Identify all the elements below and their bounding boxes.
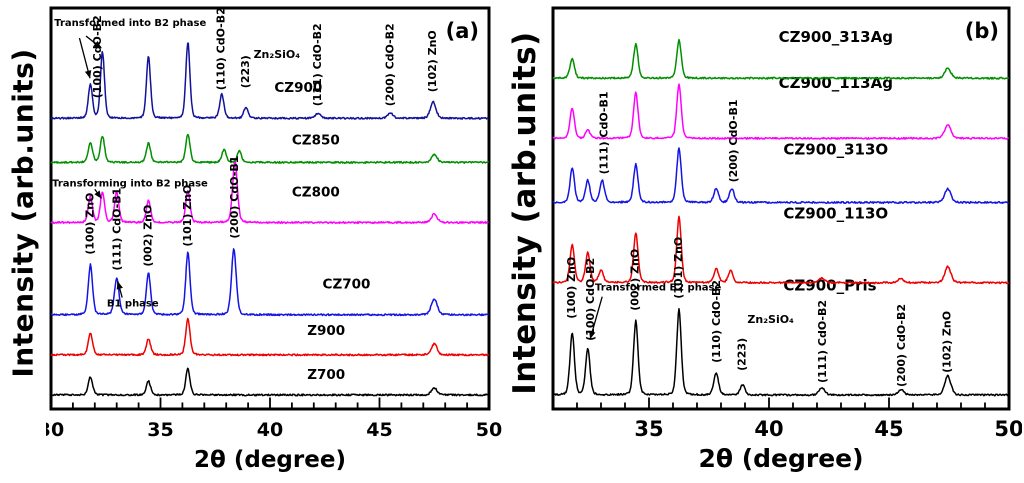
svg-text:CZ900: CZ900 <box>274 80 322 96</box>
svg-text:(002) ZnO: (002) ZnO <box>629 249 642 311</box>
svg-text:(102) ZnO: (102) ZnO <box>941 311 954 373</box>
svg-text:(111) CdO-B2: (111) CdO-B2 <box>311 23 324 106</box>
svg-text:(110) CdO-B2: (110) CdO-B2 <box>710 280 723 363</box>
svg-text:30: 30 <box>46 419 64 441</box>
svg-text:Z900: Z900 <box>307 323 345 339</box>
svg-text:(111) CdO-B1: (111) CdO-B1 <box>597 91 610 174</box>
svg-text:(200) CdO-B1: (200) CdO-B1 <box>727 99 740 182</box>
svg-text:35: 35 <box>634 417 663 441</box>
svg-text:(200) CdO-B1: (200) CdO-B1 <box>228 156 241 239</box>
svg-text:CZ800: CZ800 <box>292 184 340 200</box>
svg-text:(100) CdO-B2: (100) CdO-B2 <box>584 258 597 341</box>
y-axis-label-b: Intensity (arb.units) <box>507 30 543 395</box>
svg-text:2θ (degree): 2θ (degree) <box>194 447 346 473</box>
svg-text:Transformed into B2 phase: Transformed into B2 phase <box>54 18 206 29</box>
svg-text:(100) CdO-B2: (100) CdO-B2 <box>91 15 104 98</box>
svg-text:Zn₂SiO₄: Zn₂SiO₄ <box>747 313 794 326</box>
svg-text:(b): (b) <box>965 19 999 43</box>
svg-text:Transformed B2 phase: Transformed B2 phase <box>595 283 722 294</box>
svg-text:50: 50 <box>994 417 1022 441</box>
svg-text:50: 50 <box>476 419 502 441</box>
svg-text:(200) CdO-B2: (200) CdO-B2 <box>895 304 908 387</box>
svg-text:35: 35 <box>147 419 173 441</box>
svg-text:(100) ZnO: (100) ZnO <box>83 193 96 255</box>
svg-text:CZ900_113O: CZ900_113O <box>783 205 888 223</box>
y-axis-b: Intensity (arb.units) <box>502 0 548 483</box>
panel-a: Intensity (arb.units) 30 35 40 45 50 Z700 Z900… <box>0 0 502 483</box>
y-axis-label-a: Intensity (arb.units) <box>6 47 40 378</box>
svg-text:(111) CdO-B1: (111) CdO-B1 <box>111 188 124 271</box>
svg-text:(223): (223) <box>735 338 748 371</box>
svg-text:40: 40 <box>754 417 783 441</box>
svg-text:45: 45 <box>366 419 392 441</box>
svg-text:CZ700: CZ700 <box>323 277 371 293</box>
svg-text:CZ900_313Ag: CZ900_313Ag <box>779 28 893 46</box>
xrd-plot-a: 3035404550Z700Z900CZ700CZ800CZ850CZ900(1… <box>46 6 502 473</box>
svg-text:45: 45 <box>874 417 903 441</box>
xrd-plot-b: 35 40 45 50 CZ900_Pris CZ900_113O CZ900_313O CZ… <box>551 6 1022 473</box>
svg-text:(a): (a) <box>446 19 479 43</box>
svg-text:(111) CdO-B2: (111) CdO-B2 <box>816 300 829 383</box>
svg-text:(200) CdO-B2: (200) CdO-B2 <box>383 23 396 106</box>
svg-text:CZ900_313O: CZ900_313O <box>783 140 888 158</box>
svg-text:(100) ZnO: (100) ZnO <box>565 257 578 319</box>
svg-text:(102) ZnO: (102) ZnO <box>426 30 439 92</box>
panel-b: Intensity (arb.units) 35 40 45 50 CZ900_Pris… <box>502 0 1024 483</box>
svg-text:(002) ZnO: (002) ZnO <box>141 205 154 267</box>
svg-text:(223): (223) <box>239 55 252 88</box>
svg-text:CZ850: CZ850 <box>292 132 340 148</box>
svg-text:Transforming into B2 phase: Transforming into B2 phase <box>52 178 208 189</box>
svg-text:B1 phase: B1 phase <box>107 299 159 310</box>
svg-text:Z700: Z700 <box>307 367 345 383</box>
svg-text:(101) ZnO: (101) ZnO <box>181 185 194 247</box>
y-axis-a: Intensity (arb.units) <box>0 0 46 483</box>
svg-text:40: 40 <box>257 419 283 441</box>
svg-text:(110) CdO-B2: (110) CdO-B2 <box>215 7 228 90</box>
svg-text:(101) ZnO: (101) ZnO <box>672 237 685 299</box>
svg-text:2θ (degree): 2θ (degree) <box>698 444 863 473</box>
svg-text:Zn₂SiO₄: Zn₂SiO₄ <box>254 48 301 61</box>
svg-text:CZ900_Pris: CZ900_Pris <box>783 277 876 295</box>
